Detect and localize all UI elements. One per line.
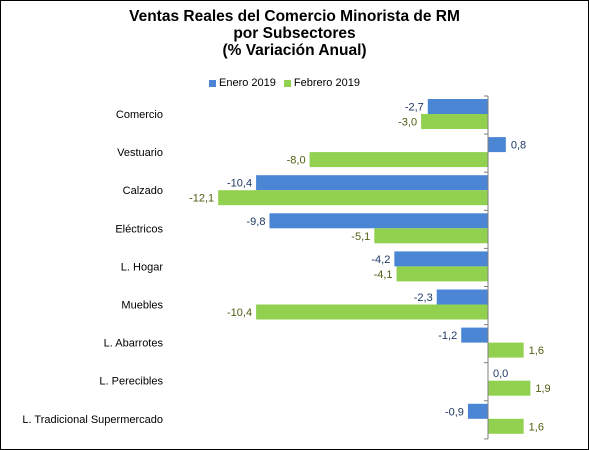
legend-label-febrero: Febrero 2019 [293,77,360,89]
chart-title-line-1: Ventas Reales del Comercio Minorista de … [129,8,460,25]
bar-enero [256,175,488,191]
chart-title-line-2: por Subsectores [233,25,356,42]
category-label: L. Perecibles [99,376,163,388]
data-label: -1,2 [438,330,457,342]
data-label: 1,9 [535,383,550,395]
category-label: L. Hogar [121,261,164,273]
data-label: 1,6 [529,421,544,433]
data-label: -2,3 [414,292,433,304]
bar-febrero [488,380,531,396]
category-label: Vestuario [117,147,163,159]
bar-febrero [374,228,488,244]
legend-item-enero: Enero 2019 [209,77,276,89]
bar-febrero [309,152,488,168]
data-label: 0,0 [493,368,508,380]
bar-enero [436,289,488,305]
bar-enero [461,327,488,343]
legend-item-febrero: Febrero 2019 [283,77,360,89]
category-label: L. Tradicional Supermercado [22,414,163,426]
bar-febrero [488,342,524,358]
bar-febrero [256,304,488,320]
category-label: L. Abarrotes [104,338,164,350]
bar-enero [269,213,488,229]
bar-febrero [421,114,488,129]
legend-swatch-febrero [283,79,291,87]
data-label: 0,8 [511,140,526,152]
bar-febrero [396,266,488,282]
data-label: -2,7 [405,102,424,114]
data-label: -3,0 [398,117,417,129]
data-label: -4,1 [374,269,393,281]
chart-title-line-3: (% Variación Anual) [222,42,367,59]
category-label: Eléctricos [115,223,163,235]
category-label: Muebles [121,300,163,312]
data-label: -8,0 [287,155,306,167]
data-label: -10,4 [227,178,252,190]
data-label: -12,1 [189,193,214,205]
data-label: -4,2 [371,254,390,266]
bar-febrero [218,190,489,206]
data-label: -0,9 [445,406,464,418]
bar-enero [488,137,506,153]
data-label: -5,1 [351,231,370,243]
bar-febrero [488,418,524,434]
data-label: -10,4 [227,307,252,319]
bar-enero [394,251,488,267]
bar-enero [427,99,488,114]
data-label: -9,8 [246,216,265,228]
data-label: 1,6 [529,345,544,357]
legend: Enero 2019 Febrero 2019 [209,77,368,89]
category-label: Comercio [116,109,163,121]
category-label: Calzado [123,185,163,197]
bar-enero [467,403,488,419]
legend-label-enero: Enero 2019 [219,77,276,89]
legend-swatch-enero [209,79,216,87]
